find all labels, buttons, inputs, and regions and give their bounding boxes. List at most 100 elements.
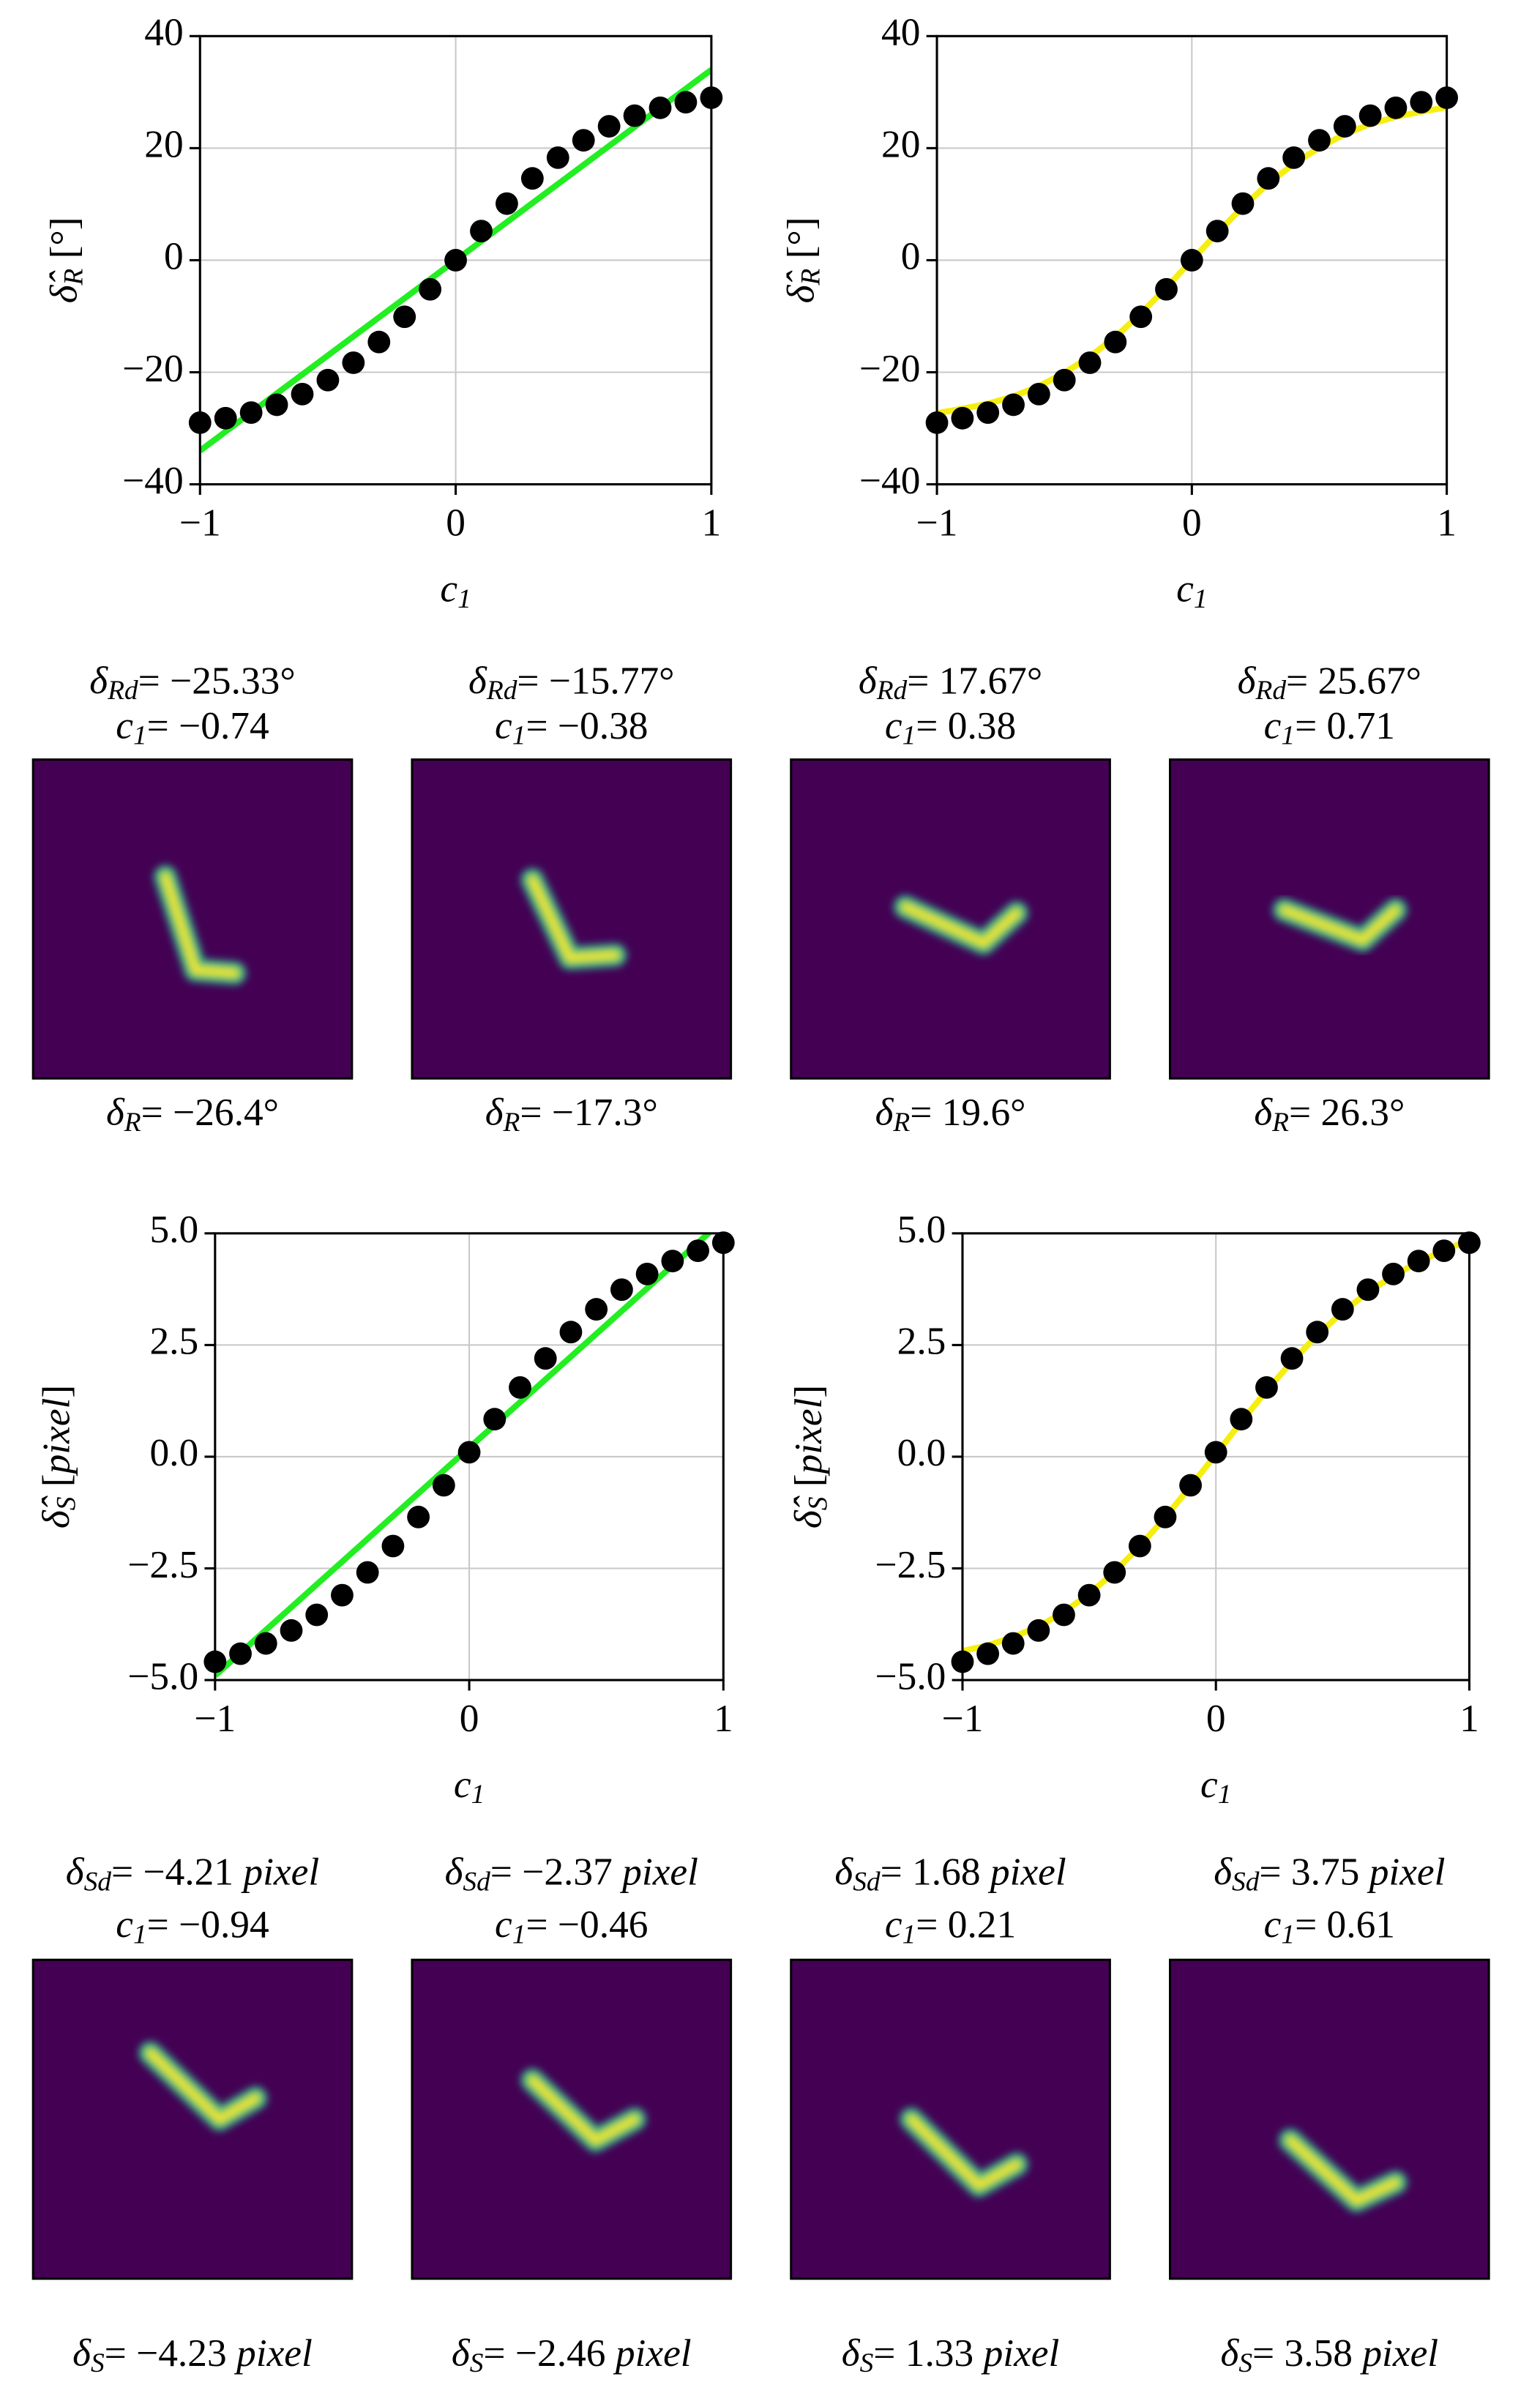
point (1027, 1619, 1050, 1642)
point (342, 351, 365, 374)
panel-caption-part: R (892, 1107, 910, 1137)
x-axis-label: c1 (1200, 1762, 1231, 1810)
y-tick-label: −20 (859, 346, 921, 390)
panel-title-part: c (1264, 703, 1282, 747)
y-tick-label: 20 (144, 122, 183, 166)
panel-caption-part: R (124, 1107, 141, 1137)
axes-frame (935, 34, 1449, 486)
panel-caption-part: δ (485, 1090, 504, 1134)
panel-title-part: = 1.68 (881, 1850, 990, 1894)
point (559, 1321, 583, 1344)
panel-title-part: = 0.71 (1295, 703, 1395, 747)
point (1306, 1321, 1329, 1344)
panel-title-part: = −0.46 (526, 1903, 648, 1946)
panel-caption-part: = 1.33 (873, 2331, 983, 2375)
point (648, 96, 672, 119)
panel-title-part: Rd (876, 676, 908, 706)
panel-title-part: 1 (133, 720, 147, 750)
point (1104, 330, 1127, 354)
point (1333, 115, 1356, 138)
panel-caption-part: pixel (981, 2331, 1060, 2375)
panel-title-part: = −15.77° (517, 659, 674, 703)
point (367, 330, 391, 354)
point (1053, 368, 1076, 392)
y-axis-label-part: pixel (34, 1398, 78, 1477)
panel-title-part: δ (834, 1849, 853, 1893)
point (280, 1619, 303, 1642)
x-axis-label-part: 1 (1218, 1780, 1232, 1810)
panel-title-part: c (495, 703, 512, 747)
panel-title: c1= −0.38 (495, 703, 648, 751)
panel-title-part: Sd (853, 1867, 881, 1897)
x-tick-label: −1 (916, 500, 958, 544)
point (331, 1583, 354, 1607)
panel-image (411, 758, 733, 1080)
point (597, 115, 621, 138)
point (1432, 1239, 1456, 1263)
blob-core (1287, 2137, 1399, 2204)
point (305, 1603, 329, 1627)
panel-title-part: = 3.75 (1259, 1850, 1369, 1894)
panel-title-part: Rd (107, 676, 138, 706)
panel-title-part: = 0.38 (916, 703, 1016, 747)
y-axis-label-part: [ (786, 1474, 830, 1496)
panel-title: δSd= −2.37 pixel (445, 1849, 698, 1897)
point (1128, 1534, 1151, 1558)
point (674, 91, 698, 114)
point (229, 1642, 252, 1665)
panel-title: c1= 0.61 (1264, 1902, 1395, 1949)
point (1001, 1632, 1025, 1655)
x-axis-label-part: c (454, 1762, 471, 1806)
panel-title-part: Sd (84, 1867, 112, 1897)
panel-caption-part: δ (842, 2331, 861, 2375)
x-tick-label: −1 (179, 500, 221, 544)
point (1204, 1441, 1227, 1464)
panel-caption: δR= 26.3° (1254, 1090, 1405, 1138)
y-axis-label: δ̂S [pixel] (34, 1385, 81, 1528)
panel-title-part: = 17.67° (907, 659, 1042, 703)
panel-title-part: 1 (133, 1919, 147, 1949)
x-tick-label: 1 (702, 500, 722, 544)
point (1053, 1603, 1075, 1627)
panel-title-part: Sd (463, 1867, 490, 1897)
point (661, 1250, 684, 1273)
point (976, 1642, 1000, 1665)
y-tick-label: 0.0 (149, 1430, 198, 1474)
panel-title-part: = 0.21 (916, 1903, 1016, 1946)
y-axis-label-part: R (796, 269, 826, 286)
panel-title-part: pixel (240, 1850, 319, 1894)
point (496, 192, 518, 215)
point (419, 277, 442, 301)
panel-title-part: δ (859, 658, 878, 702)
panel-caption-part: pixel (613, 2331, 692, 2375)
digit-blob (1272, 897, 1408, 952)
panel-caption-part: = −26.4° (141, 1090, 279, 1134)
y-axis-label-part: S (51, 1496, 81, 1510)
point (687, 1239, 709, 1263)
panel-caption-part: S (470, 2348, 484, 2378)
y-axis-label: δ̂R [°] (42, 217, 89, 303)
digit-blob (893, 895, 1029, 955)
panel-image (790, 1958, 1111, 2280)
point (1078, 351, 1102, 374)
point (1103, 1561, 1126, 1584)
panel-caption-part: S (1238, 2348, 1252, 2378)
panel-caption-part: = −4.23 (105, 2331, 236, 2375)
panel-title: δRd= −15.77° (468, 658, 674, 706)
panel-caption-part: S (91, 2348, 105, 2378)
panel-caption-part: R (1271, 1107, 1289, 1137)
panel-title-part: c (885, 703, 902, 747)
panel-caption-part: δ (875, 1090, 894, 1134)
point (239, 401, 263, 425)
panel-image (1169, 1958, 1490, 2280)
panel-caption-part: = −17.3° (520, 1090, 657, 1134)
point (1410, 91, 1433, 114)
y-tick-label: 40 (881, 10, 920, 54)
point (976, 401, 1000, 425)
panel-caption-part: δ (106, 1090, 125, 1134)
panel-caption: δS= −2.46 pixel (452, 2331, 692, 2378)
y-axis-label-part: [°] (779, 217, 823, 268)
panel-title-part: c (1264, 1902, 1282, 1946)
panel-title-part: = 0.61 (1295, 1903, 1395, 1946)
